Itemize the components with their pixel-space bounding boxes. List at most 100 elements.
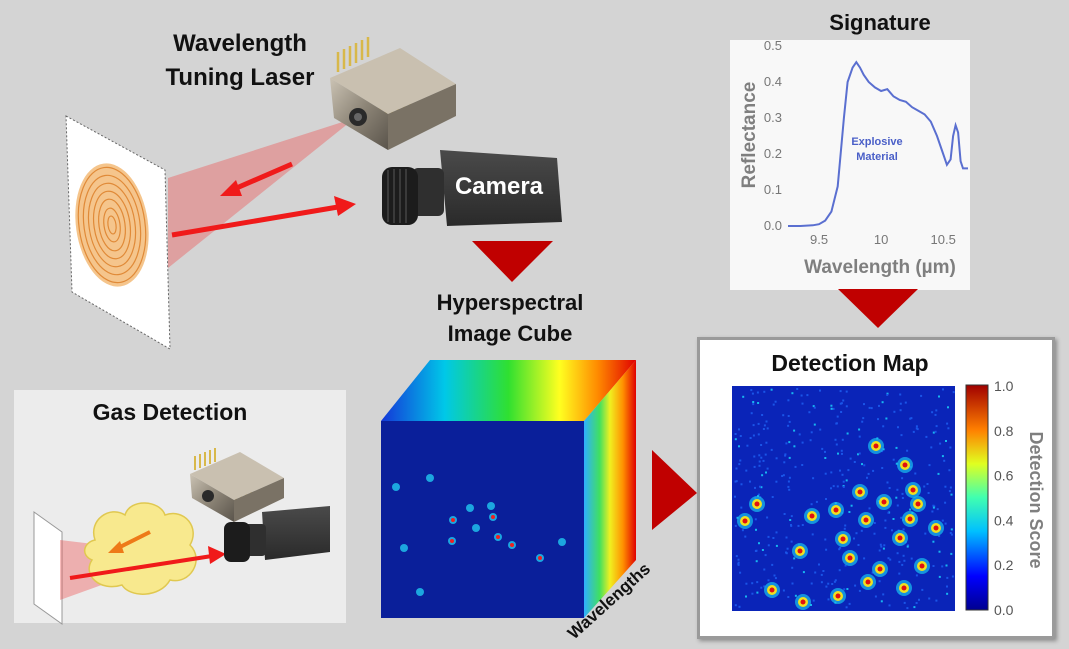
- map-speckle-point: [754, 518, 757, 521]
- map-speckle-point: [810, 582, 813, 585]
- map-speckle-point: [734, 524, 737, 527]
- map-speckle-point: [839, 469, 841, 472]
- map-speckle-point: [935, 599, 938, 602]
- map-speckle-point: [910, 417, 913, 420]
- map-speckle-point: [880, 545, 883, 548]
- map-speckle-point: [932, 565, 935, 567]
- map-speckle-point: [906, 449, 909, 452]
- map-speckle-point: [857, 544, 860, 546]
- map-speckle-point: [767, 544, 770, 547]
- map-speckle-point: [739, 435, 742, 437]
- map-speckle-point: [734, 433, 737, 435]
- map-speckle-point: [950, 493, 953, 496]
- map-speckle-point: [824, 457, 827, 459]
- map-speckle-point: [745, 469, 748, 472]
- map-speckle-point: [925, 435, 928, 438]
- map-speckle-point: [857, 453, 859, 456]
- map-speckle-point: [835, 422, 838, 425]
- map-speckle-point: [791, 392, 794, 395]
- map-speckle-point: [934, 430, 937, 433]
- map-speckle-point: [886, 481, 889, 484]
- map-hotspot-core: [809, 513, 815, 519]
- map-speckle-point: [815, 500, 818, 503]
- map-speckle-point: [936, 508, 939, 511]
- gas-detection-title: Gas Detection: [92, 399, 248, 425]
- map-speckle-point: [937, 472, 940, 475]
- map-speckle-point: [825, 498, 827, 500]
- map-hotspot-core: [873, 443, 879, 449]
- cube-hotspot-halo: [416, 588, 424, 596]
- map-speckle-point: [763, 424, 766, 427]
- map-speckle-point: [758, 460, 761, 463]
- cube-hotspot-halo: [466, 504, 474, 512]
- map-speckle-point: [915, 602, 918, 604]
- map-speckle-point: [866, 476, 868, 479]
- annotation-explosive: Explosive: [851, 136, 902, 148]
- map-speckle-point: [871, 571, 874, 574]
- map-speckle-point: [889, 558, 892, 561]
- map-speckle-point: [938, 535, 941, 537]
- cube-hotspot-halo: [558, 538, 566, 546]
- map-speckle-point: [825, 548, 828, 551]
- map-speckle-point: [899, 393, 902, 396]
- reflectance-curve: [788, 60, 968, 227]
- map-speckle-point: [735, 555, 738, 558]
- map-speckle-point: [758, 542, 760, 545]
- map-speckle-point: [943, 459, 946, 462]
- map-speckle-point: [887, 557, 890, 560]
- map-speckle-point: [734, 438, 737, 441]
- map-speckle-point: [813, 406, 816, 409]
- map-speckle-point: [787, 415, 790, 417]
- map-speckle-point: [782, 589, 785, 592]
- map-speckle-point: [832, 485, 835, 488]
- map-speckle-point: [761, 474, 764, 477]
- map-speckle-point: [745, 595, 747, 598]
- map-speckle-point: [825, 585, 828, 588]
- map-speckle-point: [739, 571, 742, 574]
- map-speckle-point: [896, 552, 899, 555]
- map-speckle-point: [846, 588, 849, 590]
- map-speckle-point: [867, 472, 870, 475]
- laser-beam-cone: [168, 118, 355, 268]
- map-speckle-point: [927, 492, 930, 494]
- map-speckle-point: [742, 395, 745, 398]
- map-speckle-point: [879, 543, 882, 546]
- map-hotspot-core: [915, 501, 921, 507]
- map-speckle-point: [737, 558, 740, 561]
- map-speckle-point: [873, 522, 876, 524]
- map-speckle-point: [759, 485, 761, 488]
- map-speckle-point: [858, 452, 861, 455]
- signature-title: Signature: [829, 10, 931, 35]
- map-speckle-point: [921, 588, 924, 591]
- map-speckle-point: [930, 446, 933, 449]
- map-speckle-point: [853, 537, 855, 540]
- map-speckle-point: [835, 443, 838, 446]
- map-speckle-point: [738, 428, 740, 431]
- map-speckle-point: [843, 588, 846, 591]
- map-speckle-point: [812, 599, 815, 602]
- colorbar-tick-label: 1.0: [994, 378, 1014, 394]
- map-speckle-point: [928, 464, 931, 467]
- y-axis-label: Reflectance: [739, 82, 760, 189]
- map-hotspot-core: [865, 579, 871, 585]
- map-speckle-point: [848, 602, 851, 605]
- map-speckle-point: [944, 522, 947, 525]
- map-speckle-point: [839, 546, 842, 549]
- annotation-material: Material: [856, 151, 898, 163]
- map-speckle-point: [831, 583, 834, 585]
- down-arrow-signature: [838, 289, 918, 328]
- map-speckle-point: [884, 519, 887, 522]
- map-speckle-point: [787, 480, 790, 483]
- map-speckle-point: [924, 532, 927, 535]
- map-speckle-point: [765, 471, 767, 474]
- map-speckle-point: [904, 401, 907, 404]
- cube-hotspot-halo: [487, 502, 495, 510]
- map-speckle-point: [901, 492, 904, 495]
- map-speckle-point: [938, 550, 941, 553]
- map-speckle-point: [946, 592, 949, 595]
- map-speckle-point: [935, 425, 938, 428]
- map-speckle-point: [892, 518, 895, 520]
- camera-icon: [382, 150, 562, 226]
- map-speckle-point: [841, 438, 844, 441]
- map-speckle-point: [762, 428, 765, 430]
